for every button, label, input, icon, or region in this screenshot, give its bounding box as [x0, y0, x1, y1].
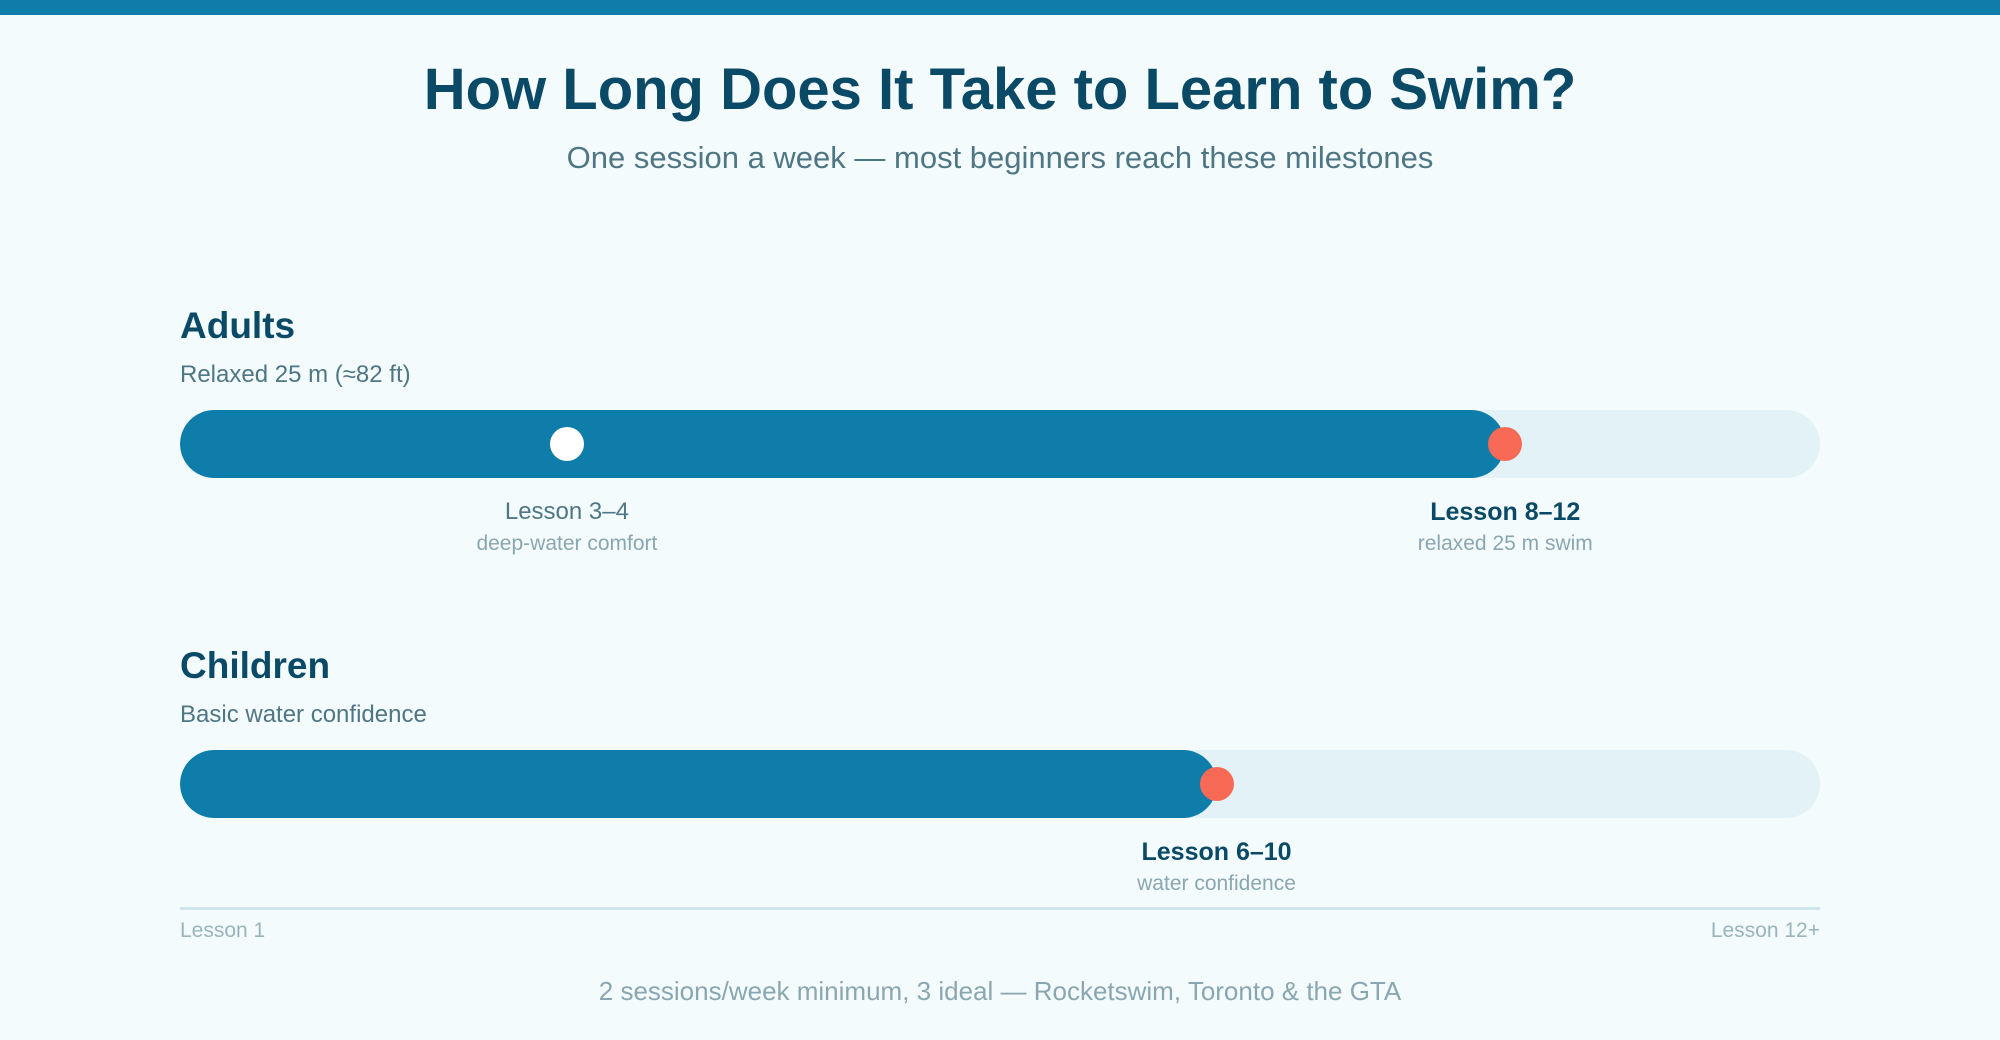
page-subtitle: One session a week — most beginners reac…	[566, 140, 1434, 175]
footer-note: 2 sessions/week minimum, 3 ideal — Rocke…	[598, 976, 1402, 1006]
children-section-title: Children	[180, 645, 331, 686]
page-title: How Long Does It Take to Learn to Swim?	[423, 57, 1577, 122]
adults-section-caption: Relaxed 25 m (≈82 ft)	[180, 361, 411, 388]
axis-start-label: Lesson 1	[180, 919, 266, 942]
adults-milestone-2-label: Lesson 8–12	[1430, 498, 1581, 526]
children-milestone-1-desc: water confidence	[1137, 872, 1296, 895]
children-track	[180, 750, 1820, 818]
children-milestone-1-marker	[1199, 767, 1234, 801]
children-milestone-1-label: Lesson 6–10	[1141, 838, 1292, 866]
children-section-caption: Basic water confidence	[180, 701, 427, 728]
adults-milestone-2-marker	[1488, 427, 1523, 461]
axis-end-label: Lesson 12+	[1710, 919, 1820, 942]
adults-milestone-2-desc: relaxed 25 m swim	[1417, 532, 1593, 555]
adults-section-title: Adults	[180, 305, 296, 346]
adults-milestone-1-marker	[549, 427, 584, 461]
adults-progress-fill	[180, 410, 1506, 478]
top-accent-band	[0, 0, 2000, 15]
adults-milestone-1-desc: deep-water comfort	[476, 532, 658, 555]
children-progress-fill	[180, 750, 1217, 818]
adults-milestone-1-label: Lesson 3–4	[504, 498, 629, 525]
adults-track	[180, 410, 1820, 478]
lesson-axis-line	[180, 907, 1820, 910]
